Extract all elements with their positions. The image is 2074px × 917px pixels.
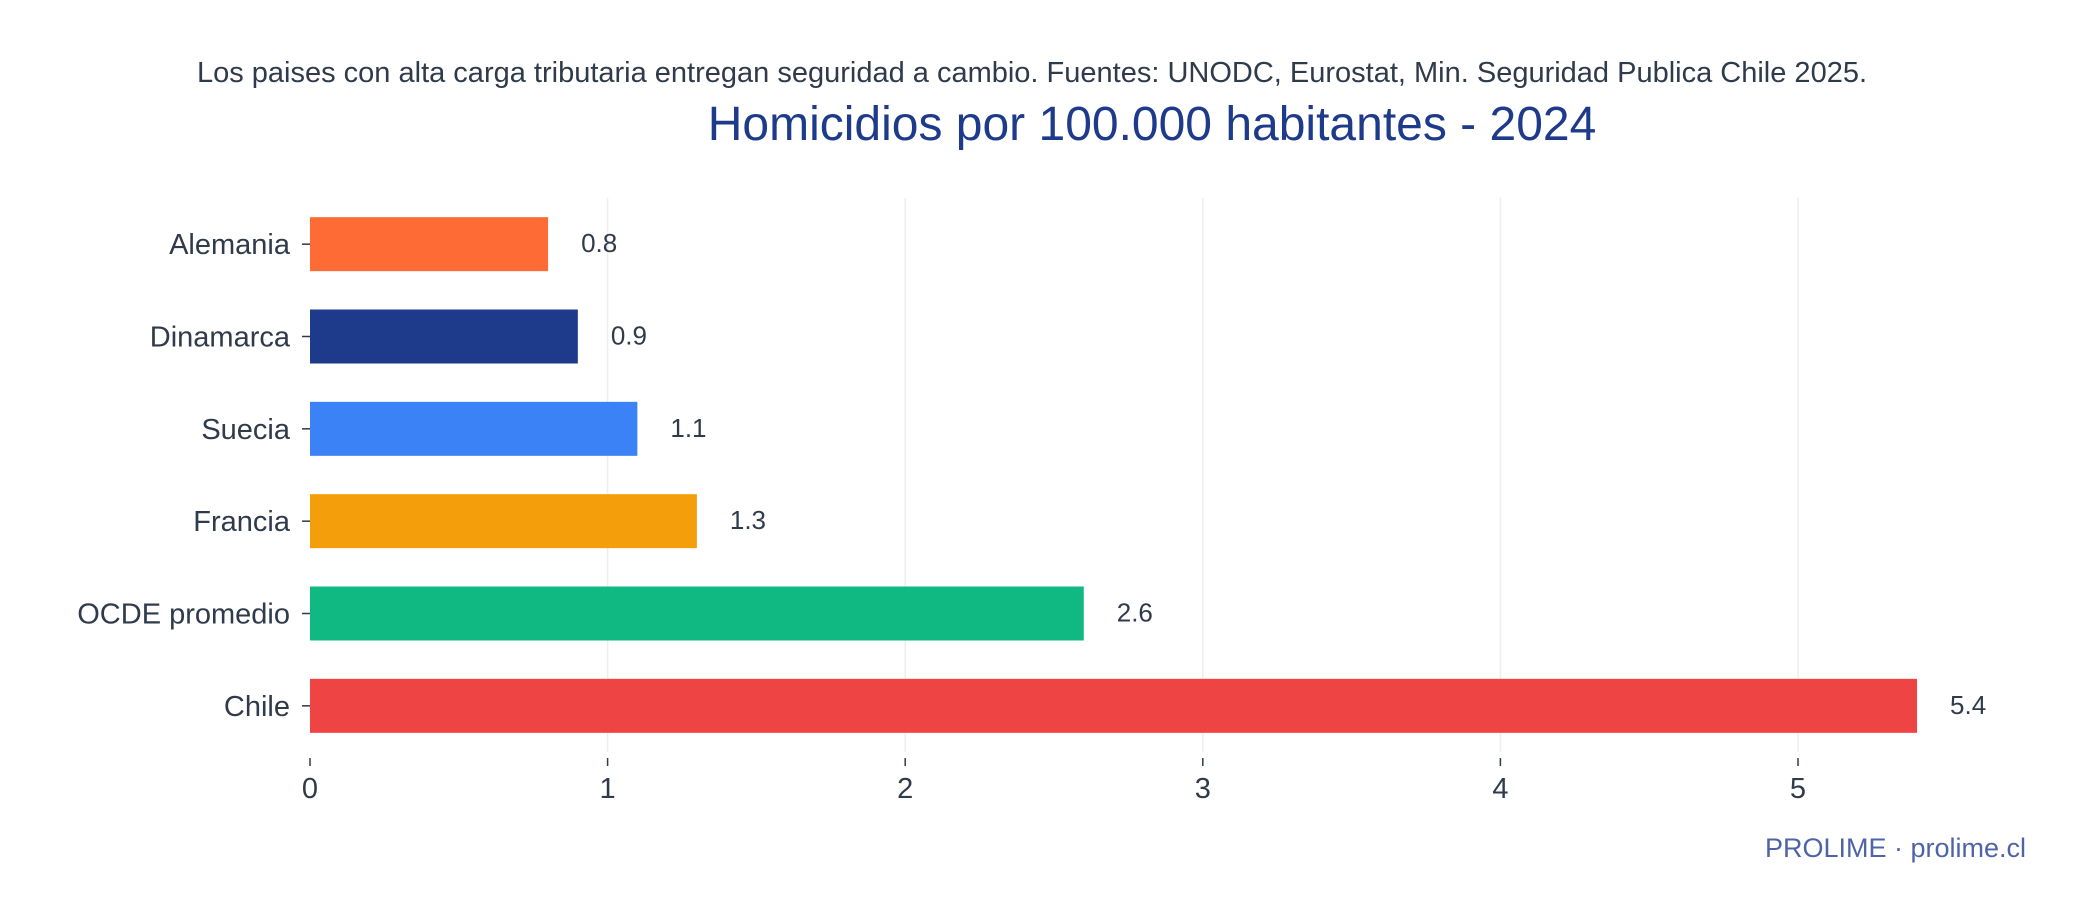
x-tick-label: 2 bbox=[897, 773, 913, 805]
data-label: 1.1 bbox=[670, 413, 706, 443]
bar bbox=[310, 586, 1084, 641]
bars: 0.8 0.9 1.1 1.3 2.6 5.4 bbox=[310, 217, 1986, 733]
chart-subtitle: Los paises con alta carga tributaria ent… bbox=[197, 57, 1867, 89]
bar bbox=[310, 678, 1918, 733]
data-label: 0.8 bbox=[581, 228, 617, 258]
category-label: OCDE promedio bbox=[77, 599, 290, 631]
bar bbox=[310, 217, 549, 272]
axes: 0 1 2 3 4 5 Alemania Dinamarca Suecia Francia OCDE… bbox=[77, 229, 1806, 805]
x-tick-label: 5 bbox=[1790, 773, 1806, 805]
category-label: Alemania bbox=[169, 229, 291, 261]
source-credit: PROLIME · prolime.cl bbox=[1765, 833, 2026, 863]
category-label: Chile bbox=[224, 691, 290, 723]
x-tick-label: 0 bbox=[302, 773, 318, 805]
bar bbox=[310, 401, 638, 456]
data-label: 2.6 bbox=[1117, 598, 1153, 628]
bar bbox=[310, 309, 578, 364]
category-label: Suecia bbox=[201, 414, 291, 446]
category-label: Francia bbox=[193, 506, 291, 538]
x-tick-label: 3 bbox=[1195, 773, 1211, 805]
chart-title: Homicidios por 100.000 habitantes - 2024 bbox=[708, 98, 1597, 151]
data-label: 0.9 bbox=[611, 321, 647, 351]
bar bbox=[310, 494, 697, 549]
gridlines bbox=[606, 198, 1799, 752]
x-tick-label: 1 bbox=[600, 773, 616, 805]
x-tick-label: 4 bbox=[1492, 773, 1508, 805]
data-label: 5.4 bbox=[1950, 690, 1986, 720]
category-label: Dinamarca bbox=[150, 322, 291, 354]
data-label: 1.3 bbox=[730, 505, 766, 535]
